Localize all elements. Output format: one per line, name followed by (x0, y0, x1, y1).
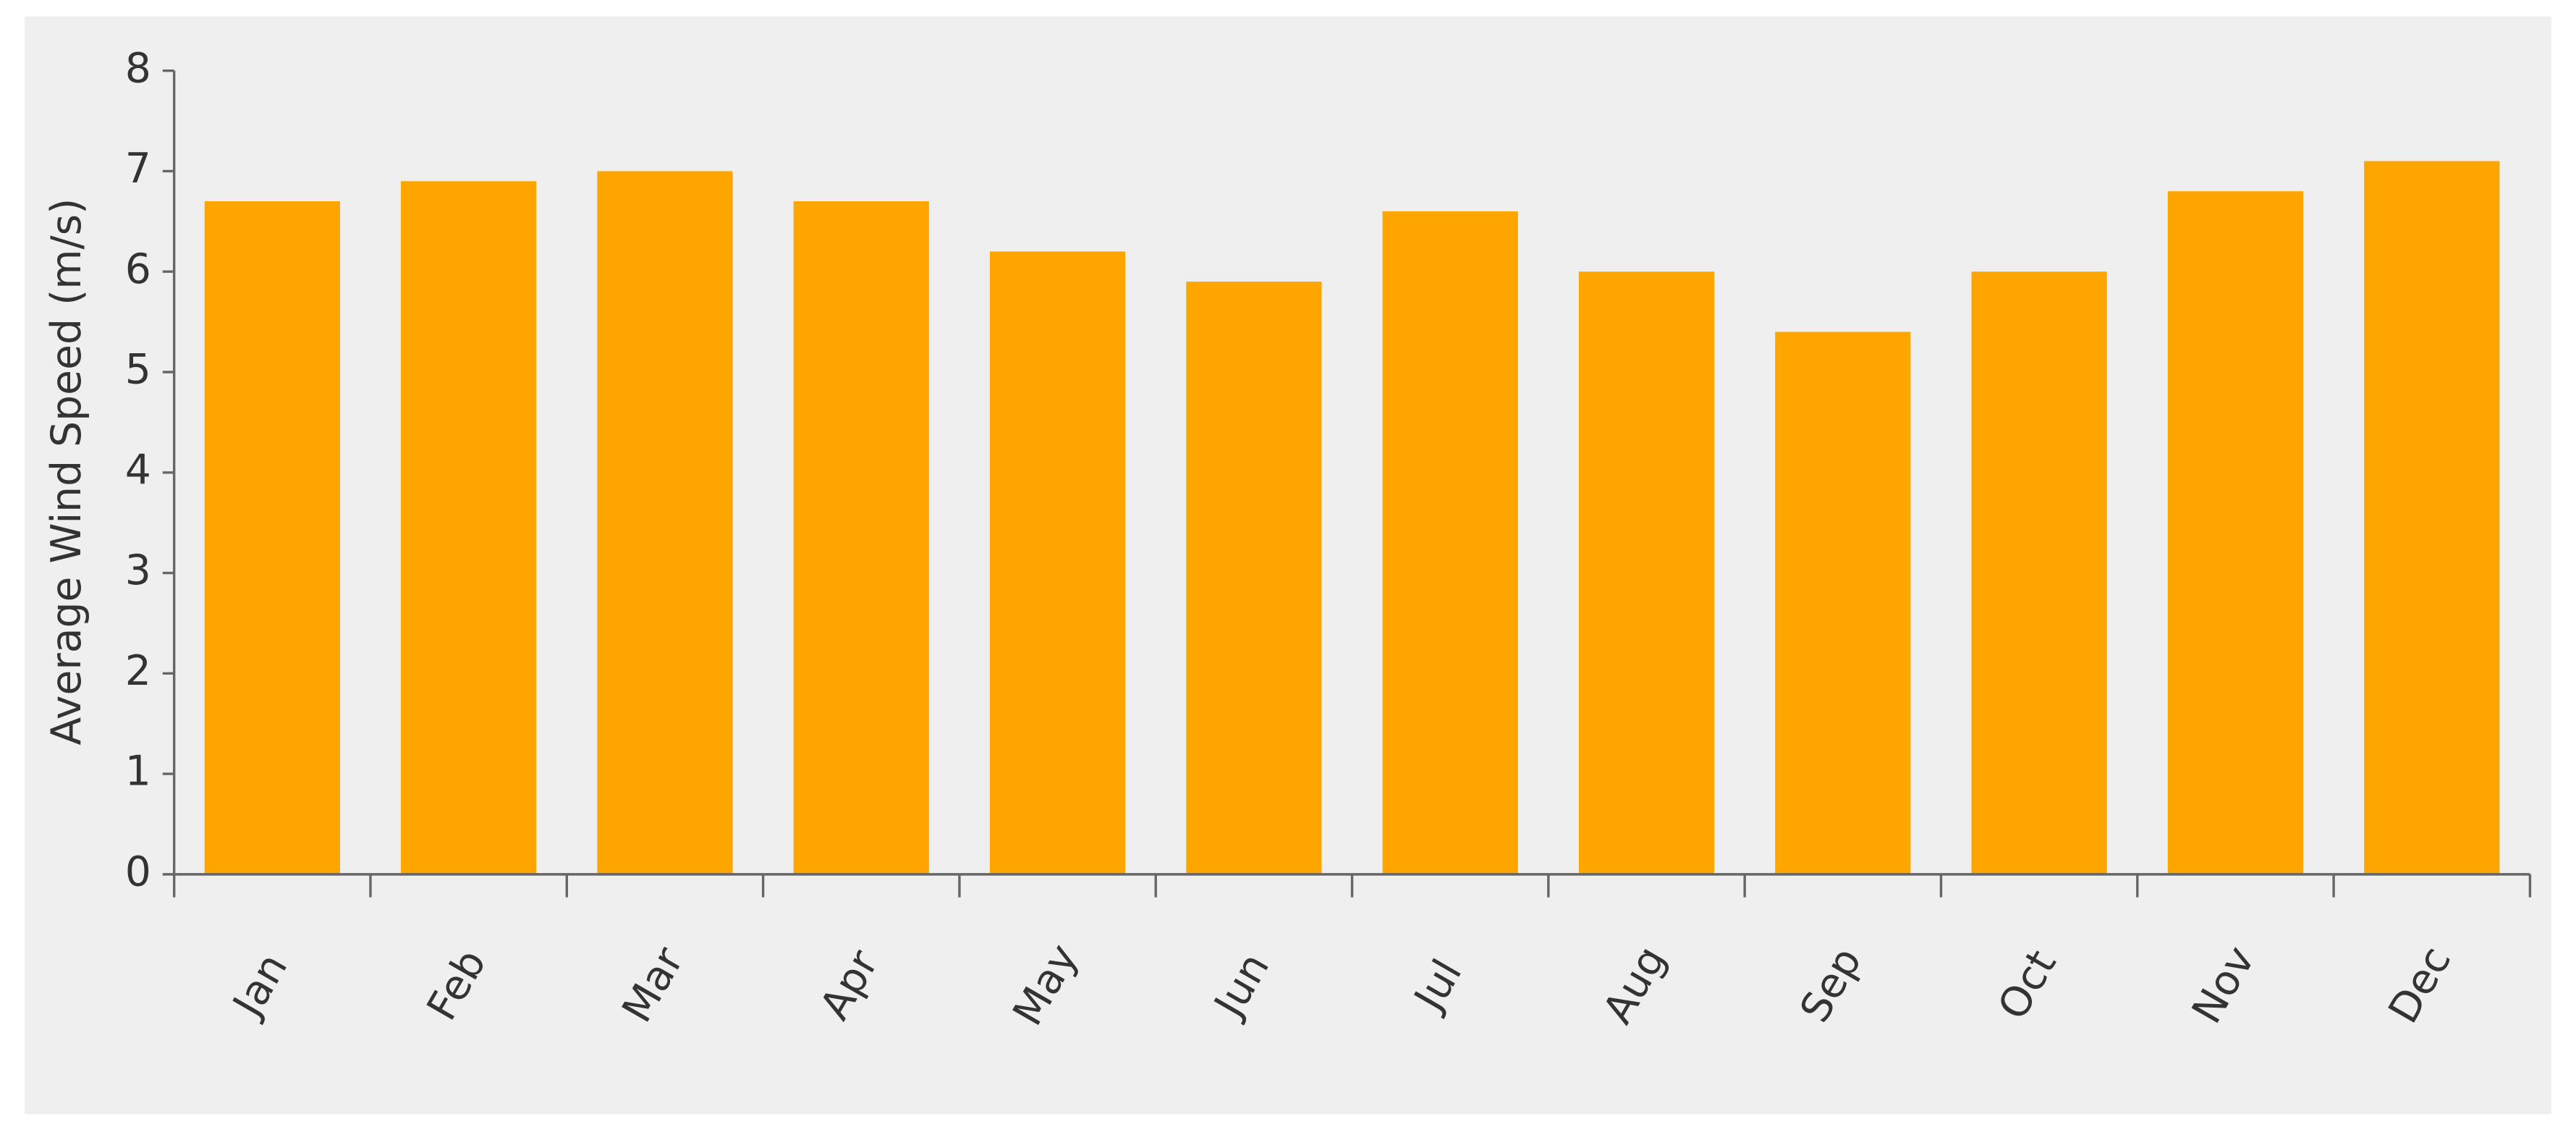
y-tick-label: 6 (125, 245, 151, 293)
bar (1578, 271, 1715, 874)
bar (1186, 282, 1322, 874)
y-axis-title: Average Wind Speed (m/s) (43, 198, 90, 746)
bar (1775, 332, 1911, 874)
y-tick-label: 0 (125, 848, 151, 896)
y-tick-label: 7 (125, 145, 151, 193)
bar (1971, 271, 2107, 874)
bar (204, 201, 340, 874)
bar (401, 181, 537, 874)
y-tick-label: 4 (125, 446, 151, 494)
bar (2364, 161, 2500, 874)
bar (793, 201, 929, 874)
bar (1382, 211, 1518, 874)
y-tick-label: 1 (125, 748, 151, 796)
y-tick-label: 5 (125, 346, 151, 394)
y-tick-label: 8 (125, 44, 151, 92)
bar (989, 251, 1126, 874)
bar (2167, 191, 2304, 874)
y-tick-label: 3 (125, 547, 151, 594)
y-tick-label: 2 (125, 647, 151, 695)
bar (597, 171, 733, 874)
